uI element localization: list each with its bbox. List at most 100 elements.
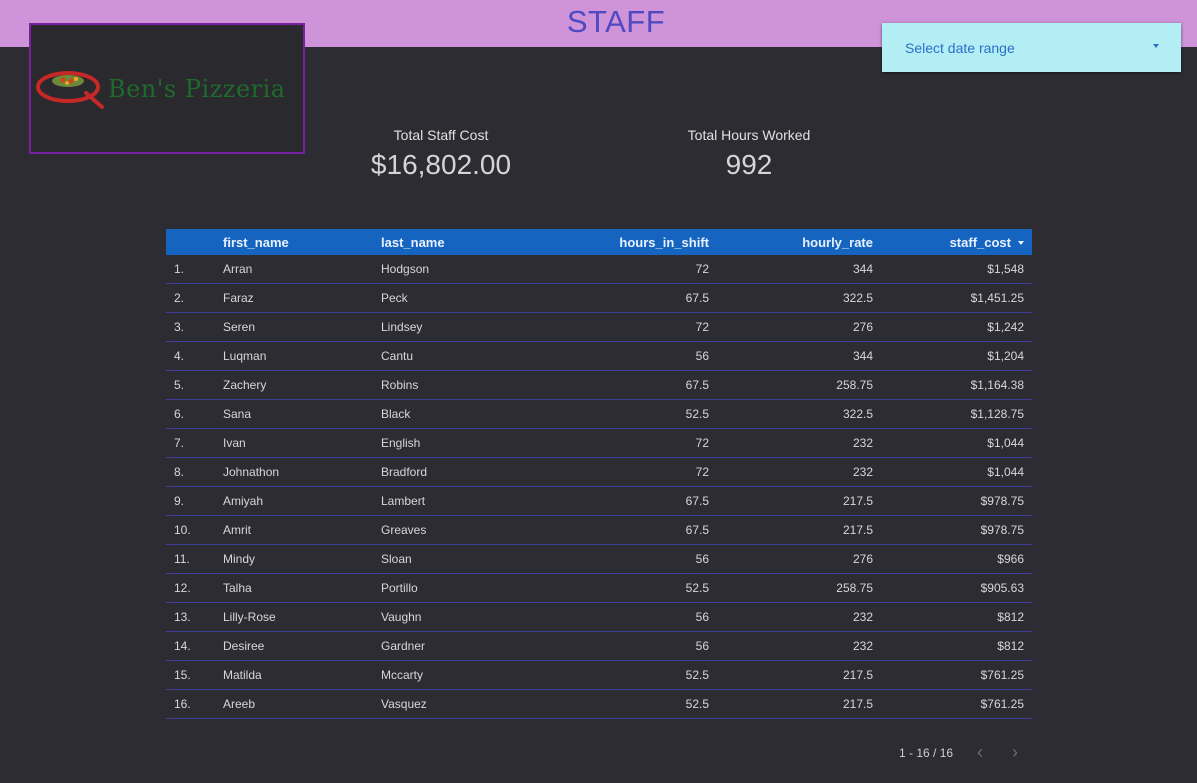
- cell-row-index: 11.: [166, 544, 215, 574]
- cell-hourly-rate: 217.5: [717, 486, 881, 516]
- cell-hourly-rate: 217.5: [717, 660, 881, 690]
- table-header-row: first_name last_name hours_in_shift hour…: [166, 229, 1032, 255]
- column-header-staff-cost[interactable]: staff_cost: [881, 229, 1032, 255]
- cell-staff-cost: $966: [881, 544, 1032, 574]
- cell-first-name: Amiyah: [215, 486, 373, 516]
- cell-row-index: 4.: [166, 341, 215, 371]
- cell-last-name: Vaughn: [373, 602, 531, 632]
- cell-staff-cost: $978.75: [881, 486, 1032, 516]
- column-header-hourly-rate[interactable]: hourly_rate: [802, 234, 873, 250]
- staff-table: first_name last_name hours_in_shift hour…: [166, 229, 1032, 719]
- table-row: 5. Zachery Robins 67.5 258.75 $1,164.38: [166, 370, 1032, 400]
- cell-hours-in-shift: 56: [531, 602, 717, 632]
- column-header-last-name[interactable]: last_name: [381, 234, 445, 250]
- cell-row-index: 10.: [166, 515, 215, 545]
- cell-row-index: 14.: [166, 631, 215, 661]
- table-row: 15. Matilda Mccarty 52.5 217.5 $761.25: [166, 660, 1032, 690]
- column-header-index: [166, 229, 215, 255]
- cell-hourly-rate: 232: [717, 602, 881, 632]
- table-row: 7. Ivan English 72 232 $1,044: [166, 428, 1032, 458]
- table-row: 3. Seren Lindsey 72 276 $1,242: [166, 312, 1032, 342]
- cell-hourly-rate: 276: [717, 312, 881, 342]
- cell-last-name: Black: [373, 399, 531, 429]
- cell-first-name: Zachery: [215, 370, 373, 400]
- table-row: 11. Mindy Sloan 56 276 $966: [166, 544, 1032, 574]
- dropdown-arrow-icon: [1153, 44, 1159, 48]
- cell-row-index: 13.: [166, 602, 215, 632]
- pagination-label: 1 - 16 / 16: [899, 746, 954, 760]
- cell-hours-in-shift: 72: [531, 457, 717, 487]
- cell-staff-cost: $761.25: [881, 689, 1032, 719]
- cell-hours-in-shift: 67.5: [531, 370, 717, 400]
- cell-row-index: 7.: [166, 428, 215, 458]
- cell-first-name: Areeb: [215, 689, 373, 719]
- cell-hourly-rate: 258.75: [717, 370, 881, 400]
- cell-last-name: Mccarty: [373, 660, 531, 690]
- chevron-left-icon[interactable]: ‹: [977, 742, 983, 762]
- cell-last-name: Lambert: [373, 486, 531, 516]
- cell-staff-cost: $1,451.25: [881, 283, 1032, 313]
- kpi-value: 992: [725, 149, 773, 180]
- cell-first-name: Mindy: [215, 544, 373, 574]
- kpi-label: Total Hours Worked: [687, 127, 811, 143]
- cell-staff-cost: $1,242: [881, 312, 1032, 342]
- cell-hours-in-shift: 52.5: [531, 689, 717, 719]
- cell-staff-cost: $1,128.75: [881, 399, 1032, 429]
- cell-first-name: Talha: [215, 573, 373, 603]
- cell-hours-in-shift: 67.5: [531, 486, 717, 516]
- cell-last-name: Peck: [373, 283, 531, 313]
- cell-first-name: Amrit: [215, 515, 373, 545]
- cell-last-name: Cantu: [373, 341, 531, 371]
- cell-hours-in-shift: 72: [531, 428, 717, 458]
- cell-hours-in-shift: 72: [531, 312, 717, 342]
- table-row: 4. Luqman Cantu 56 344 $1,204: [166, 341, 1032, 371]
- cell-row-index: 2.: [166, 283, 215, 313]
- cell-hourly-rate: 232: [717, 428, 881, 458]
- cell-first-name: Lilly-Rose: [215, 602, 373, 632]
- cell-staff-cost: $1,204: [881, 341, 1032, 371]
- cell-hours-in-shift: 72: [531, 255, 717, 284]
- cell-hourly-rate: 344: [717, 255, 881, 284]
- column-header-first-name[interactable]: first_name: [223, 234, 289, 250]
- cell-staff-cost: $1,548: [881, 255, 1032, 284]
- cell-last-name: Sloan: [373, 544, 531, 574]
- cell-first-name: Faraz: [215, 283, 373, 313]
- table-row: 10. Amrit Greaves 67.5 217.5 $978.75: [166, 515, 1032, 545]
- table-row: 2. Faraz Peck 67.5 322.5 $1,451.25: [166, 283, 1032, 313]
- column-header-label: staff_cost: [949, 234, 1011, 250]
- table-row: 6. Sana Black 52.5 322.5 $1,128.75: [166, 399, 1032, 429]
- table-row: 9. Amiyah Lambert 67.5 217.5 $978.75: [166, 486, 1032, 516]
- cell-last-name: Vasquez: [373, 689, 531, 719]
- cell-hours-in-shift: 52.5: [531, 573, 717, 603]
- cell-staff-cost: $905.63: [881, 573, 1032, 603]
- pizza-logo-icon: [36, 71, 104, 109]
- kpi-label: Total Staff Cost: [393, 127, 489, 143]
- cell-hourly-rate: 217.5: [717, 689, 881, 719]
- kpi-total-staff-cost: Total Staff Cost $16,802.00: [341, 127, 541, 181]
- table-row: 14. Desiree Gardner 56 232 $812: [166, 631, 1032, 661]
- cell-row-index: 3.: [166, 312, 215, 342]
- date-range-select[interactable]: Select date range: [882, 23, 1181, 72]
- kpi-total-hours-worked: Total Hours Worked 992: [649, 127, 849, 181]
- cell-row-index: 9.: [166, 486, 215, 516]
- cell-staff-cost: $812: [881, 631, 1032, 661]
- cell-hourly-rate: 322.5: [717, 283, 881, 313]
- table-row: 1. Arran Hodgson 72 344 $1,548: [166, 255, 1032, 284]
- cell-hourly-rate: 232: [717, 457, 881, 487]
- column-header-hours-in-shift[interactable]: hours_in_shift: [619, 234, 709, 250]
- cell-hours-in-shift: 56: [531, 544, 717, 574]
- cell-hourly-rate: 322.5: [717, 399, 881, 429]
- chevron-right-icon[interactable]: ›: [1012, 742, 1018, 762]
- cell-hours-in-shift: 52.5: [531, 399, 717, 429]
- cell-last-name: Gardner: [373, 631, 531, 661]
- kpi-value: $16,802.00: [370, 149, 512, 180]
- cell-last-name: Greaves: [373, 515, 531, 545]
- cell-row-index: 16.: [166, 689, 215, 719]
- cell-last-name: Hodgson: [373, 255, 531, 284]
- cell-hours-in-shift: 67.5: [531, 515, 717, 545]
- cell-staff-cost: $1,044: [881, 428, 1032, 458]
- cell-first-name: Desiree: [215, 631, 373, 661]
- cell-staff-cost: $761.25: [881, 660, 1032, 690]
- cell-row-index: 12.: [166, 573, 215, 603]
- cell-first-name: Ivan: [215, 428, 373, 458]
